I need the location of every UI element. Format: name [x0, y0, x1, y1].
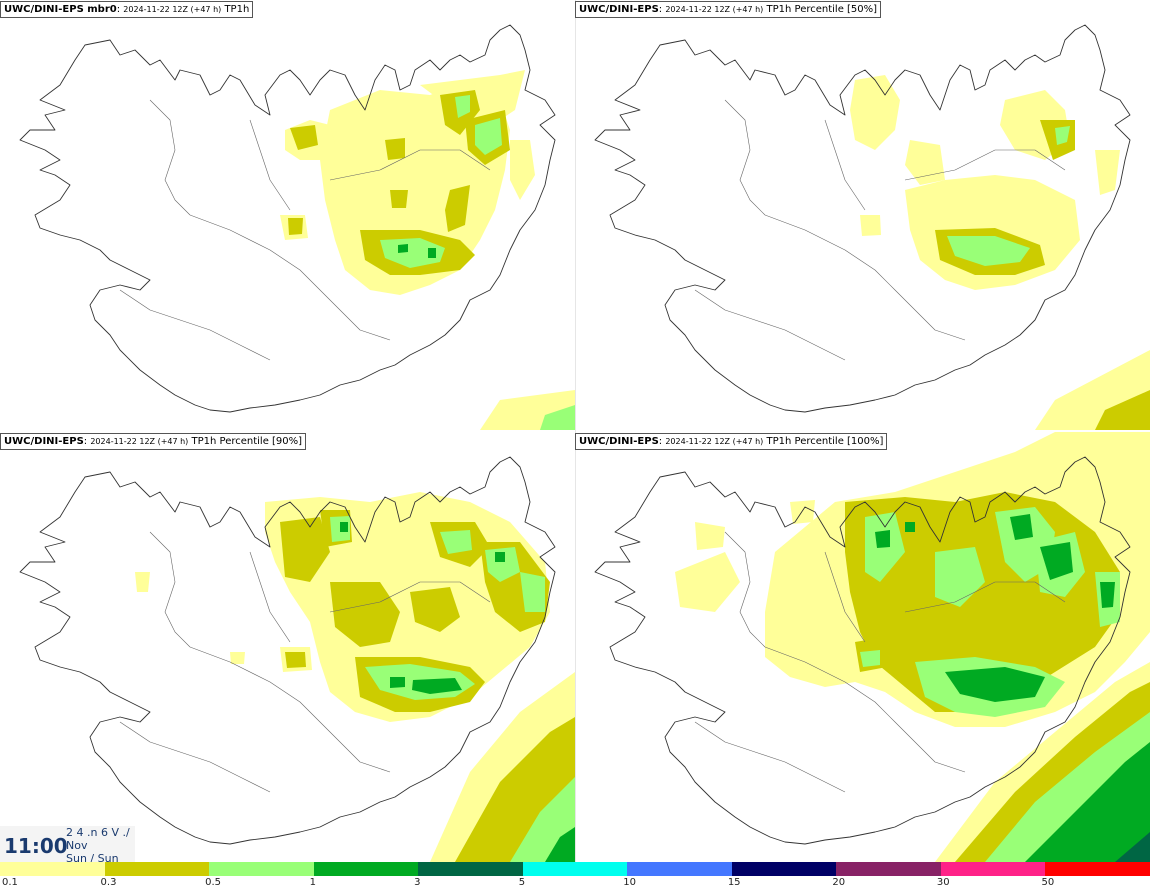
legend-swatch [418, 862, 523, 876]
map-panel-p90: UWC/DINI-EPS: 2024-11-22 12Z (+47 h) TP1… [0, 432, 575, 862]
precip-fields [280, 70, 575, 430]
iceland-coastline [594, 456, 1131, 845]
legend-label: 0.5 [205, 877, 221, 888]
legend-swatch [313, 862, 419, 876]
iceland-coastline [19, 24, 556, 413]
legend-swatch [522, 862, 628, 876]
legend-swatch [0, 862, 105, 876]
legend-swatch [940, 862, 1046, 876]
precip-map [19, 24, 575, 430]
legend-label: 0.1 [2, 877, 18, 888]
legend-label: 30 [936, 877, 950, 888]
precip-fields [850, 75, 1150, 430]
precip-color-legend [0, 862, 1150, 876]
panel-title: UWC/DINI-EPS mbr0: 2024-11-22 12Z (+47 h… [0, 1, 254, 18]
precip-map [594, 24, 1150, 430]
legend-labels: 0.1 0.3 0.5 1 3 5 10 15 20 30 50 [0, 877, 1150, 891]
iceland-coastline [594, 24, 1131, 413]
panel-title: UWC/DINI-EPS: 2024-11-22 12Z (+47 h) TP1… [575, 1, 882, 18]
map-panel-p50: UWC/DINI-EPS: 2024-11-22 12Z (+47 h) TP1… [575, 0, 1150, 430]
panel-divider [575, 0, 576, 862]
legend-swatch [731, 862, 837, 876]
legend-label: 50 [1041, 877, 1055, 888]
legend-swatch [627, 862, 732, 876]
legend-label: 3 [414, 877, 421, 888]
legend-label: 5 [518, 877, 526, 888]
legend-label: 20 [832, 877, 846, 888]
panel-title: UWC/DINI-EPS: 2024-11-22 12Z (+47 h) TP1… [575, 433, 888, 450]
precip-fields [135, 492, 575, 862]
legend-swatch [209, 862, 314, 876]
map-panel-mbr0: UWC/DINI-EPS mbr0: 2024-11-22 12Z (+47 h… [0, 0, 575, 430]
valid-time-clock: 11:00 2 4 .n 6 V ./ Nov Sun / Sun [0, 826, 135, 862]
legend-label: 0.3 [100, 877, 117, 888]
iceland-coastline [19, 456, 556, 845]
map-panel-p100: UWC/DINI-EPS: 2024-11-22 12Z (+47 h) TP1… [575, 432, 1150, 862]
legend-swatch [1045, 862, 1150, 876]
panel-title: UWC/DINI-EPS: 2024-11-22 12Z (+47 h) TP1… [0, 433, 307, 450]
legend-label: 1 [309, 877, 316, 888]
legend-label: 15 [727, 877, 741, 888]
precip-map [594, 432, 1150, 862]
legend-swatch [836, 862, 941, 876]
clock-date: 2 4 .n 6 V ./ Nov Sun / Sun [66, 826, 130, 862]
legend-label: 10 [623, 877, 636, 888]
precip-map [19, 456, 575, 862]
clock-time: 11:00 [4, 834, 68, 858]
precip-fields [675, 432, 1150, 862]
legend-swatch [104, 862, 210, 876]
